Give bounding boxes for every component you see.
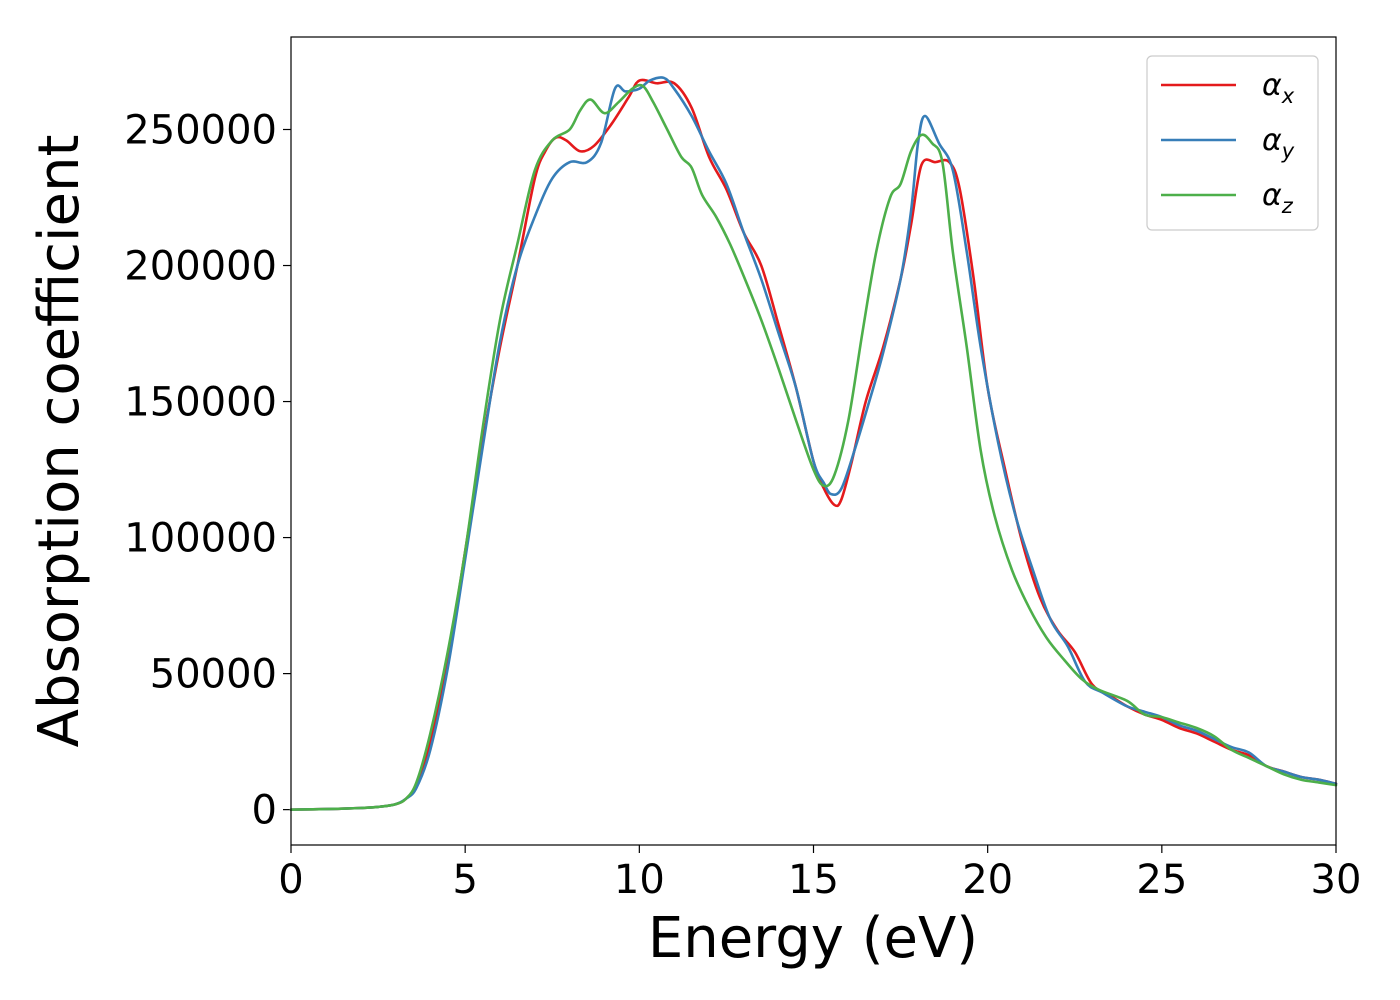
y-tick-label: 200000 [124, 244, 277, 290]
legend: αx αy αz [1146, 55, 1319, 231]
legend-label-z: αz [1262, 178, 1294, 218]
x-axis-title: Energy (eV) [648, 906, 978, 971]
y-ticks: 0 50000 100000 150000 200000 250000 [124, 107, 291, 834]
legend-label-y: αy [1262, 123, 1295, 163]
x-tick-label: 25 [1136, 857, 1187, 903]
x-tick-label: 5 [452, 857, 477, 903]
x-ticks: 0 5 10 15 20 25 30 [278, 845, 1361, 903]
x-tick-label: 15 [788, 857, 839, 903]
y-tick-label: 0 [252, 788, 277, 834]
series-line-alpha-z [289, 83, 1338, 811]
series-line-alpha-y [289, 76, 1338, 811]
x-tick-label: 30 [1311, 857, 1362, 903]
x-tick-label: 0 [278, 857, 303, 903]
y-axis-title: Absorption coefficient [27, 135, 92, 748]
series-lines [289, 76, 1338, 811]
x-tick-label: 20 [962, 857, 1013, 903]
legend-frame [1146, 55, 1319, 231]
plot-frame [290, 36, 1337, 846]
y-tick-label: 150000 [124, 380, 277, 426]
y-tick-label: 50000 [150, 652, 277, 698]
x-tick-label: 10 [614, 857, 665, 903]
y-tick-label: 100000 [124, 516, 277, 562]
legend-label-x: αx [1262, 68, 1295, 108]
y-tick-label: 250000 [124, 107, 277, 153]
